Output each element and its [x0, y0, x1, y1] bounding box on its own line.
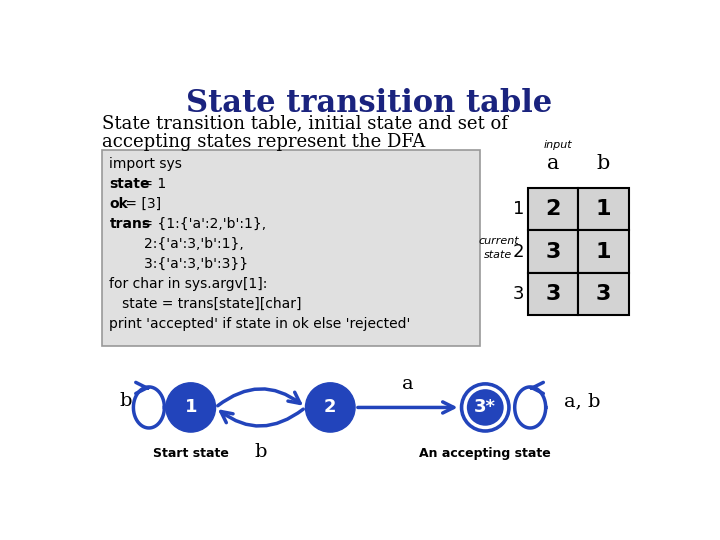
Text: for char in sys.argv[1]:: for char in sys.argv[1]:	[109, 278, 268, 291]
Text: b: b	[120, 392, 132, 410]
Text: 1: 1	[184, 399, 197, 416]
Text: = 1: = 1	[138, 177, 166, 191]
Bar	[528, 188, 578, 231]
Text: = [3]: = [3]	[120, 197, 161, 211]
Text: 3: 3	[595, 284, 611, 304]
Bar	[528, 231, 578, 273]
Text: ok: ok	[109, 197, 128, 211]
Text: 3*: 3*	[474, 399, 496, 416]
Text: 1: 1	[595, 199, 611, 219]
Text: State transition table: State transition table	[186, 88, 552, 119]
Text: state = trans[state][char]: state = trans[state][char]	[109, 298, 302, 312]
Text: 3: 3	[545, 284, 561, 304]
Text: trans: trans	[109, 217, 150, 231]
FancyBboxPatch shape	[102, 150, 480, 346]
Text: 1: 1	[513, 200, 524, 218]
Text: a: a	[402, 375, 413, 393]
Bar	[578, 273, 629, 315]
Text: 3:{'a':3,'b':3}}: 3:{'a':3,'b':3}}	[109, 257, 248, 271]
Text: b: b	[597, 154, 610, 173]
Text: state: state	[109, 177, 150, 191]
Text: import sys: import sys	[109, 157, 182, 171]
Text: 2: 2	[545, 199, 561, 219]
Circle shape	[305, 383, 355, 432]
Text: 2: 2	[324, 399, 336, 416]
Text: accepting states represent the DFA: accepting states represent the DFA	[102, 132, 425, 151]
Text: Start state: Start state	[153, 448, 229, 461]
Text: 2:{'a':3,'b':1},: 2:{'a':3,'b':1},	[109, 237, 244, 251]
Text: a: a	[547, 154, 559, 173]
Text: An accepting state: An accepting state	[419, 448, 551, 461]
Text: b: b	[254, 443, 266, 461]
Circle shape	[166, 383, 215, 432]
Bar	[528, 273, 578, 315]
Text: 2: 2	[513, 242, 524, 260]
Text: current
state: current state	[478, 235, 518, 260]
Text: 3: 3	[545, 241, 561, 261]
Bar	[578, 231, 629, 273]
Text: print 'accepted' if state in ok else 'rejected': print 'accepted' if state in ok else 're…	[109, 318, 410, 332]
Text: input: input	[544, 139, 572, 150]
Bar	[578, 188, 629, 231]
Text: = {1:{'a':2,'b':1},: = {1:{'a':2,'b':1},	[138, 217, 266, 231]
Text: a, b: a, b	[564, 392, 600, 410]
Text: State transition table, initial state and set of: State transition table, initial state an…	[102, 115, 508, 133]
Circle shape	[461, 383, 510, 432]
Text: 1: 1	[595, 241, 611, 261]
Text: 3: 3	[513, 285, 524, 303]
